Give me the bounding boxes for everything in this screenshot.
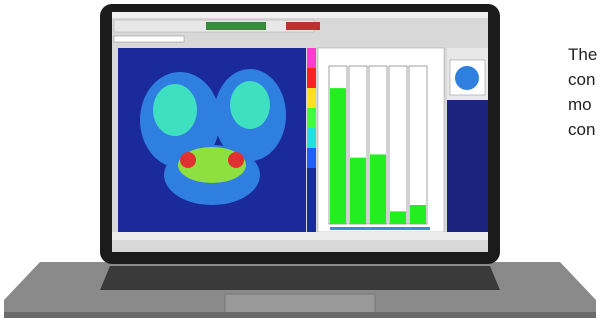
heat-peak xyxy=(180,152,196,168)
combo-box xyxy=(113,35,185,43)
side-text: con xyxy=(568,120,595,139)
side-text: mo xyxy=(568,95,592,114)
bar-frame xyxy=(388,65,408,225)
keyboard xyxy=(100,266,500,290)
bar xyxy=(350,157,366,224)
heat-zone xyxy=(230,81,270,129)
toolbar-icons xyxy=(206,22,266,30)
bar xyxy=(330,88,346,225)
heat-peak xyxy=(228,152,244,168)
heat-zone xyxy=(153,84,197,136)
base-edge xyxy=(4,312,596,318)
side-text: con xyxy=(568,70,595,89)
color-scale xyxy=(307,48,316,232)
bar xyxy=(390,211,406,224)
trackpad xyxy=(224,293,376,315)
bar-frame xyxy=(408,65,428,225)
thumbnail-heat xyxy=(455,66,479,90)
toolbar-button xyxy=(286,22,320,30)
bar xyxy=(410,205,426,224)
bar xyxy=(370,154,386,224)
menu-bar xyxy=(112,12,488,18)
side-panel-fill xyxy=(447,100,488,232)
scrollbar xyxy=(330,227,430,230)
status-bar xyxy=(112,232,488,240)
side-text: The xyxy=(568,45,597,64)
heat-zone xyxy=(178,147,246,183)
